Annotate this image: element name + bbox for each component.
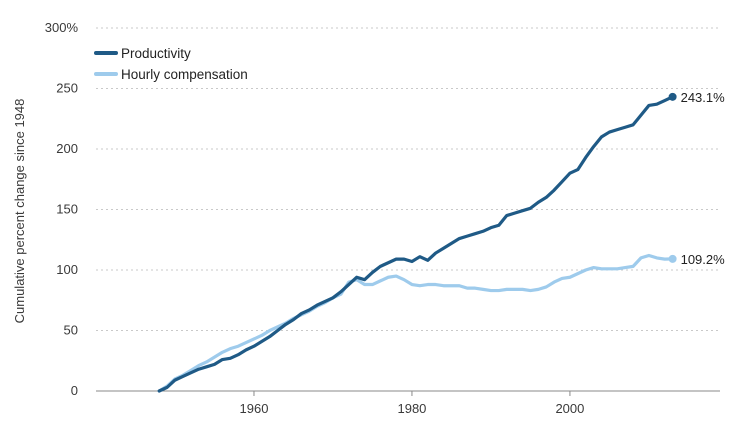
y-tick-label: 0 (71, 383, 78, 398)
x-axis: 1960 1980 2000 (96, 390, 720, 416)
y-tick-label: 50 (64, 323, 78, 338)
series-end-point (668, 254, 677, 263)
legend: Productivity Hourly compensation (94, 46, 248, 82)
x-tick-label: 1960 (240, 401, 269, 416)
series-end-label: 243.1% (681, 90, 726, 105)
series-end-label: 109.2% (681, 252, 726, 267)
end-labels: 109.2% 243.1% (681, 90, 726, 267)
series-line-hourly-compensation (157, 253, 675, 393)
legend-label: Productivity (121, 46, 191, 61)
y-tick-label: 300% (45, 20, 79, 35)
series-end-point (668, 92, 677, 101)
y-tick-label: 100 (56, 262, 78, 277)
series-line-productivity (157, 95, 675, 393)
x-tick-label: 1980 (397, 401, 426, 416)
series-lines (157, 92, 677, 393)
y-axis-label: Cumulative percent change since 1948 (12, 99, 27, 324)
y-axis-tick-labels: 0 50 100 150 200 250 300% (45, 20, 79, 398)
y-tick-label: 200 (56, 141, 78, 156)
x-tick-label: 2000 (555, 401, 584, 416)
y-tick-label: 150 (56, 202, 78, 217)
y-tick-label: 250 (56, 81, 78, 96)
legend-label: Hourly compensation (121, 67, 248, 82)
